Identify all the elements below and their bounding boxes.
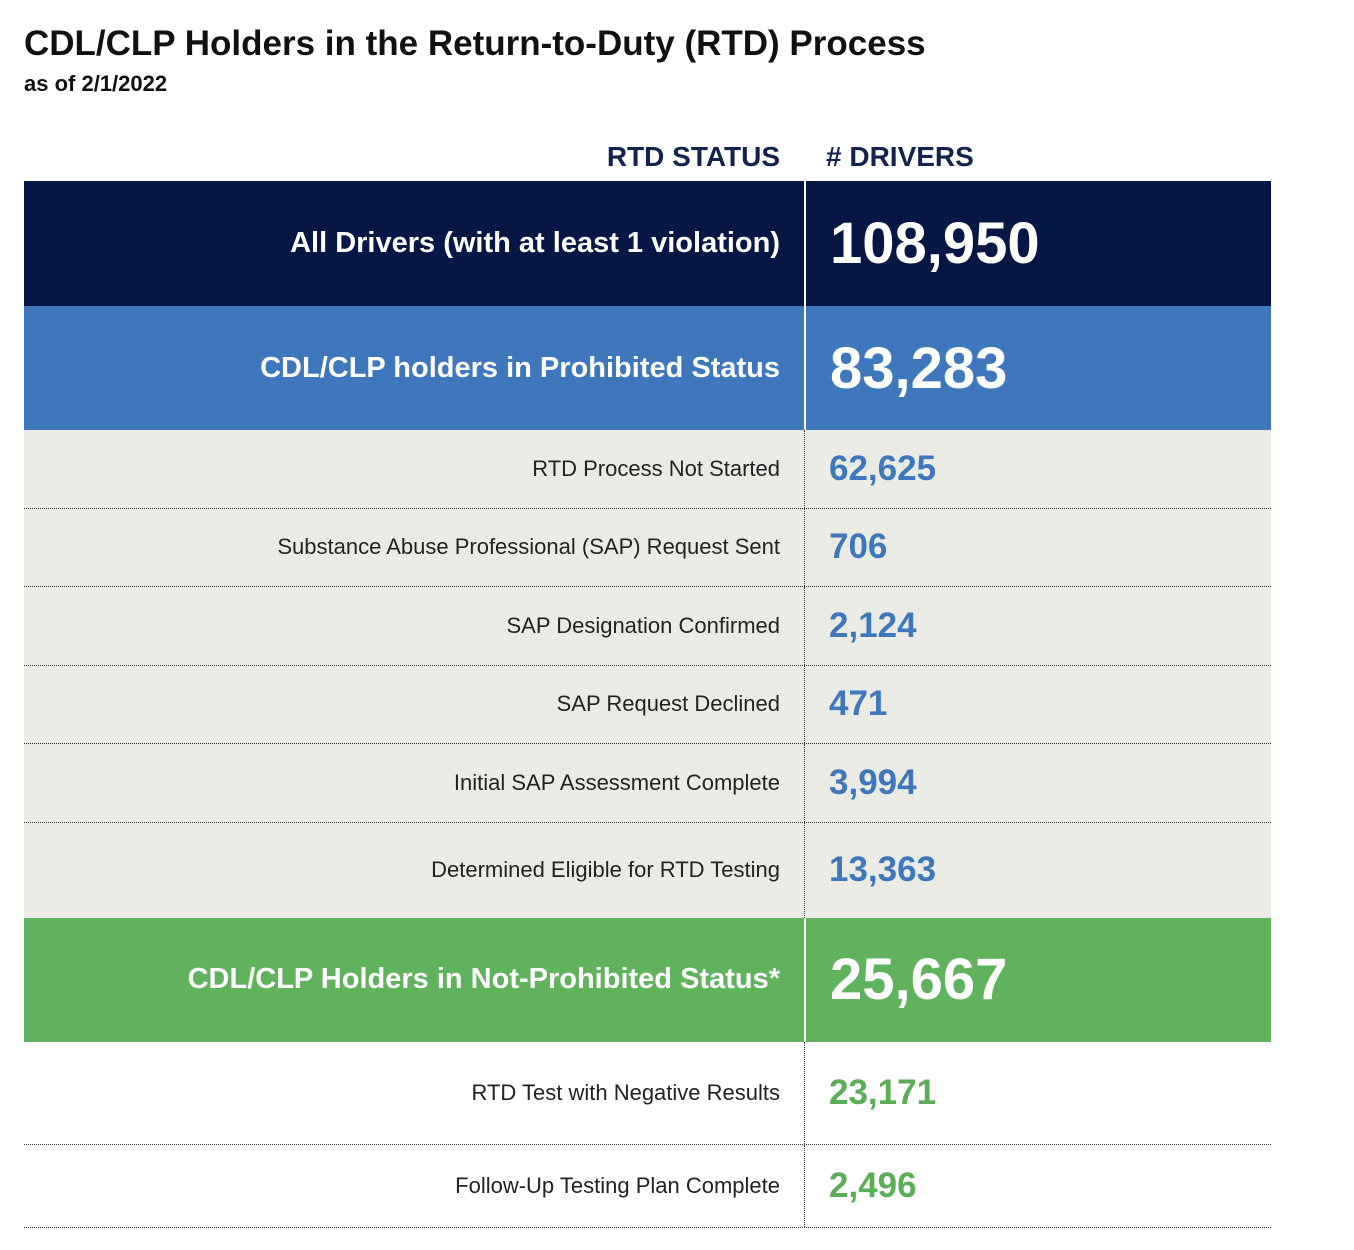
table-row-not-prohibited: CDL/CLP Holders in Not-Prohibited Status… bbox=[24, 917, 1271, 1042]
row-status-label: SAP Request Declined bbox=[556, 691, 780, 717]
row-drivers-value: 2,496 bbox=[804, 1144, 1271, 1227]
table-row: Follow-Up Testing Plan Complete 2,496 bbox=[24, 1144, 1271, 1228]
row-drivers-value: 108,950 bbox=[804, 181, 1271, 306]
table-row-prohibited: CDL/CLP holders in Prohibited Status 83,… bbox=[24, 306, 1271, 430]
row-drivers-value: 23,171 bbox=[804, 1041, 1271, 1144]
row-drivers-value: 25,667 bbox=[804, 917, 1271, 1042]
row-status-label: RTD Test with Negative Results bbox=[471, 1079, 780, 1105]
rtd-table: RTD STATUS # DRIVERS All Drivers (with a… bbox=[24, 132, 1271, 1228]
column-header-status: RTD STATUS bbox=[606, 140, 780, 172]
row-drivers-value: 706 bbox=[804, 508, 1271, 586]
row-drivers-value: 2,124 bbox=[804, 587, 1271, 665]
row-drivers-value: 471 bbox=[804, 665, 1271, 743]
table-row: RTD Test with Negative Results 23,171 bbox=[24, 1041, 1271, 1145]
row-status-label: CDL/CLP Holders in Not-Prohibited Status… bbox=[187, 963, 780, 995]
row-drivers-value: 13,363 bbox=[804, 822, 1271, 918]
row-status-label: RTD Process Not Started bbox=[532, 455, 780, 481]
row-status-label: Determined Eligible for RTD Testing bbox=[431, 857, 780, 882]
table-row: Substance Abuse Professional (SAP) Reque… bbox=[24, 508, 1271, 587]
page-subtitle: as of 2/1/2022 bbox=[24, 71, 168, 96]
table-header: RTD STATUS # DRIVERS bbox=[24, 132, 1271, 181]
row-status-label: Initial SAP Assessment Complete bbox=[453, 769, 780, 795]
table-row-all-drivers: All Drivers (with at least 1 violation) … bbox=[24, 181, 1271, 306]
table-row: SAP Request Declined 471 bbox=[24, 665, 1271, 744]
row-status-label: Follow-Up Testing Plan Complete bbox=[455, 1172, 780, 1198]
table-row: Initial SAP Assessment Complete 3,994 bbox=[24, 744, 1271, 823]
column-header-drivers: # DRIVERS bbox=[826, 140, 974, 172]
row-drivers-value: 83,283 bbox=[804, 306, 1271, 430]
row-status-label: SAP Designation Confirmed bbox=[506, 612, 780, 638]
table-row: RTD Process Not Started 62,625 bbox=[24, 430, 1271, 509]
table-row: SAP Designation Confirmed 2,124 bbox=[24, 587, 1271, 666]
row-status-label: All Drivers (with at least 1 violation) bbox=[290, 227, 780, 259]
row-status-label: CDL/CLP holders in Prohibited Status bbox=[260, 351, 780, 384]
row-drivers-value: 62,625 bbox=[804, 430, 1271, 508]
table-row: Determined Eligible for RTD Testing 13,3… bbox=[24, 822, 1271, 918]
page-title: CDL/CLP Holders in the Return-to-Duty (R… bbox=[24, 24, 926, 63]
row-drivers-value: 3,994 bbox=[804, 744, 1271, 822]
row-status-label: Substance Abuse Professional (SAP) Reque… bbox=[277, 534, 780, 560]
